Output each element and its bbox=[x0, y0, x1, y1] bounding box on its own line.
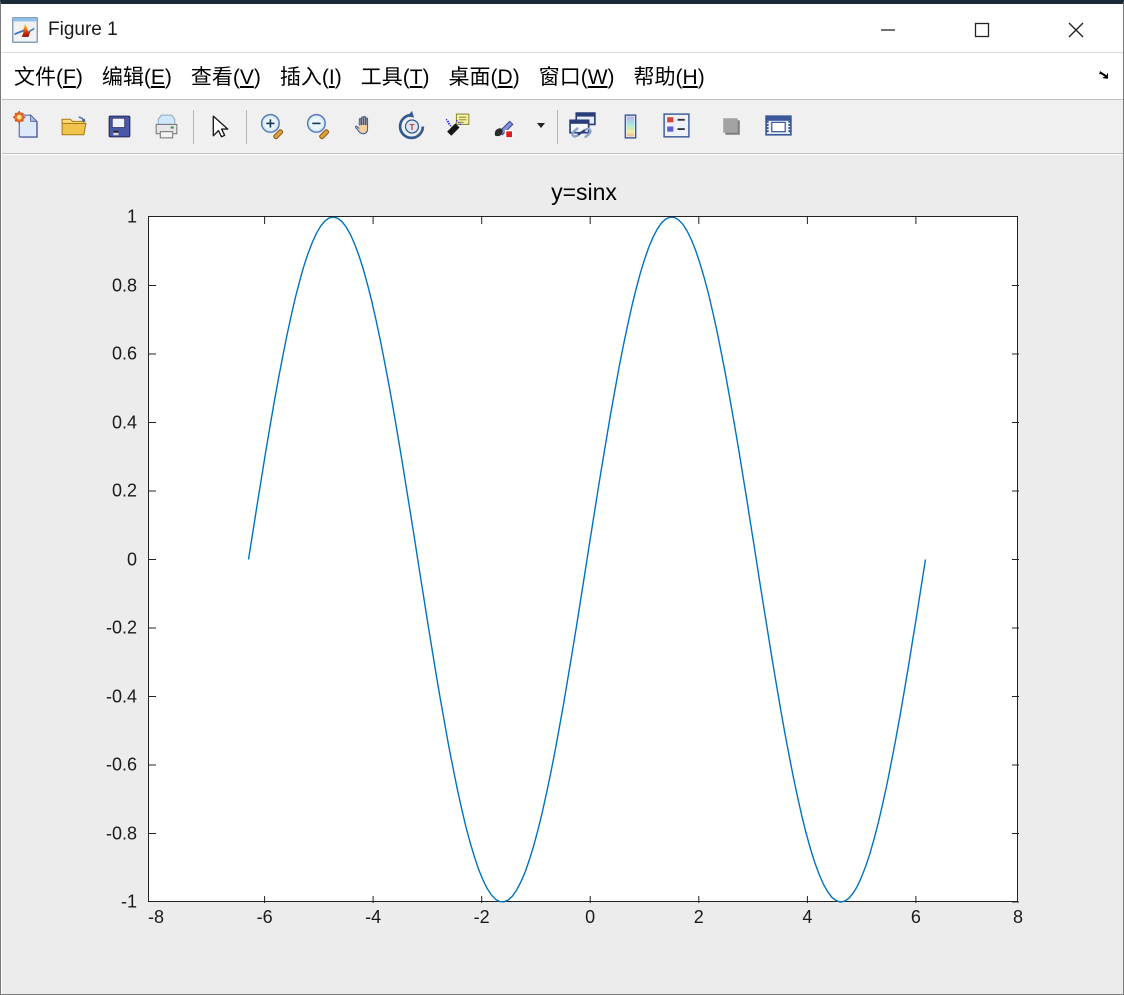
svg-text:T: T bbox=[409, 123, 414, 132]
